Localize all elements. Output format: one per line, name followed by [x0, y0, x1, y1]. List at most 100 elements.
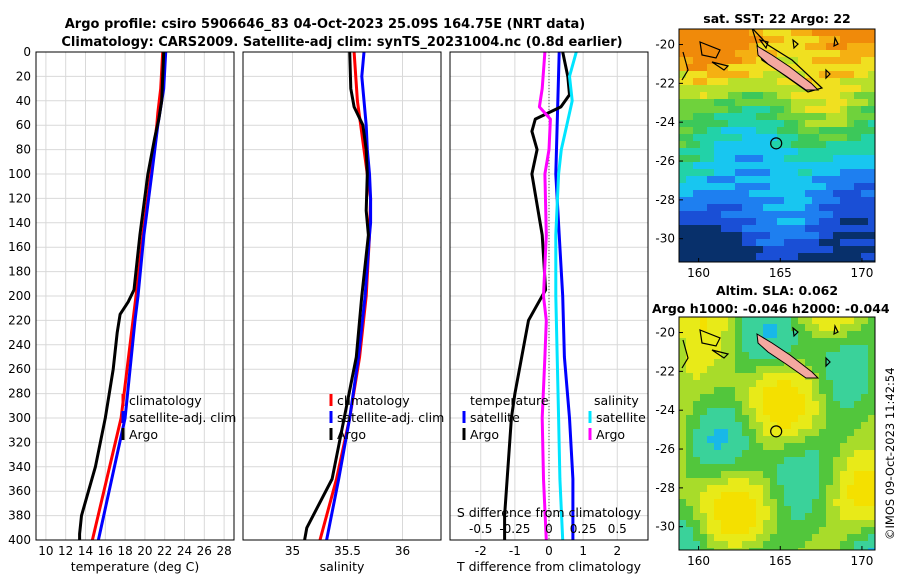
heatmap-cell [819, 548, 827, 550]
heatmap-cell [693, 141, 701, 149]
heatmap-cell [756, 345, 764, 353]
heatmap-cell [791, 471, 799, 479]
heatmap-cell [777, 36, 785, 44]
heatmap-cell [742, 450, 750, 458]
heatmap-cell [770, 415, 778, 423]
heatmap-cell [756, 127, 764, 135]
heatmap-cell [749, 338, 757, 346]
heatmap-cell [805, 429, 813, 437]
heatmap-cell [770, 92, 778, 100]
heatmap-cell [791, 457, 799, 465]
heatmap-cell [826, 387, 834, 395]
heatmap-cell [777, 141, 785, 149]
heatmap-cell [819, 162, 827, 170]
heatmap-cell [721, 485, 729, 493]
heatmap-cell [833, 176, 841, 184]
heatmap-cell [728, 197, 736, 205]
heatmap-cell [847, 422, 855, 430]
heatmap-cell [679, 513, 687, 521]
heatmap-cell [728, 534, 736, 542]
heatmap-cell [721, 492, 729, 500]
heatmap-cell [847, 43, 855, 51]
heatmap-cell [686, 548, 694, 550]
heatmap-cell [770, 317, 778, 325]
heatmap-cell [791, 239, 799, 247]
heatmap-cell [756, 29, 764, 37]
heatmap-cell [735, 443, 743, 451]
heatmap-cell [700, 162, 708, 170]
heatmap-cell [693, 127, 701, 135]
figure-title-line2: Climatology: CARS2009. Satellite-adj cli… [61, 35, 622, 50]
heatmap-cell [728, 436, 736, 444]
heatmap-cell [791, 120, 799, 128]
heatmap-cell [840, 176, 848, 184]
heatmap-cell [805, 359, 813, 367]
heatmap-cell [749, 464, 757, 472]
heatmap-cell [679, 36, 687, 44]
heatmap-cell [686, 352, 694, 360]
heatmap-cell [770, 338, 778, 346]
heatmap-cell [721, 211, 729, 219]
temperature-ticks: 0204060801001201401601802002202402602803… [8, 45, 232, 558]
heatmap-cell [805, 485, 813, 493]
sla-coastlines [681, 323, 839, 379]
heatmap-cell [679, 527, 687, 535]
heatmap-cell [861, 331, 869, 339]
heatmap-cell [686, 253, 694, 261]
heatmap-cell [819, 92, 827, 100]
heatmap-cell [679, 218, 687, 226]
heatmap-cell [763, 176, 771, 184]
heatmap-cell [679, 92, 687, 100]
heatmap-cell [728, 450, 736, 458]
heatmap-cell [784, 443, 792, 451]
heatmap-cell [742, 239, 750, 247]
y-tick-label: 220 [8, 313, 31, 327]
heatmap-cell [721, 499, 729, 507]
heatmap-cell [686, 43, 694, 51]
heatmap-cell [770, 366, 778, 374]
heatmap-cell [763, 246, 771, 254]
heatmap-cell [833, 387, 841, 395]
heatmap-cell [700, 183, 708, 191]
heatmap-cell [763, 520, 771, 528]
heatmap-cell [700, 394, 708, 402]
heatmap-cell [812, 127, 820, 135]
heatmap-cell [700, 246, 708, 254]
heatmap-cell [763, 415, 771, 423]
heatmap-cell [742, 176, 750, 184]
heatmap-cell [868, 499, 875, 507]
heatmap-cell [784, 429, 792, 437]
heatmap-cell [847, 141, 855, 149]
heatmap-cell [735, 197, 743, 205]
heatmap-cell [735, 408, 743, 416]
heatmap-cell [749, 141, 757, 149]
heatmap-cell [763, 450, 771, 458]
heatmap-cell [868, 57, 875, 65]
heatmap-cell [784, 464, 792, 472]
heatmap-cell [742, 429, 750, 437]
heatmap-cell [749, 169, 757, 177]
heatmap-cell [777, 225, 785, 233]
heatmap-cell [798, 92, 806, 100]
heatmap-cell [742, 506, 750, 514]
heatmap-cell [700, 457, 708, 465]
heatmap-cell [777, 541, 785, 549]
heatmap-cell [784, 527, 792, 535]
heatmap-cell [770, 232, 778, 240]
heatmap-cell [840, 218, 848, 226]
heatmap-cell [707, 464, 715, 472]
heatmap-cell [770, 401, 778, 409]
heatmap-cell [854, 324, 862, 332]
heatmap-cell [714, 260, 722, 262]
heatmap-cell [861, 380, 869, 388]
legend-label-satellite-clim: satellite-adj. clim [337, 410, 444, 425]
heatmap-cell [791, 204, 799, 212]
heatmap-cell [714, 127, 722, 135]
heatmap-cell [707, 317, 715, 325]
heatmap-cell [784, 176, 792, 184]
heatmap-cell [833, 197, 841, 205]
heatmap-cell [693, 92, 701, 100]
heatmap-cell [693, 457, 701, 465]
heatmap-cell [721, 113, 729, 121]
heatmap-cell [756, 527, 764, 535]
